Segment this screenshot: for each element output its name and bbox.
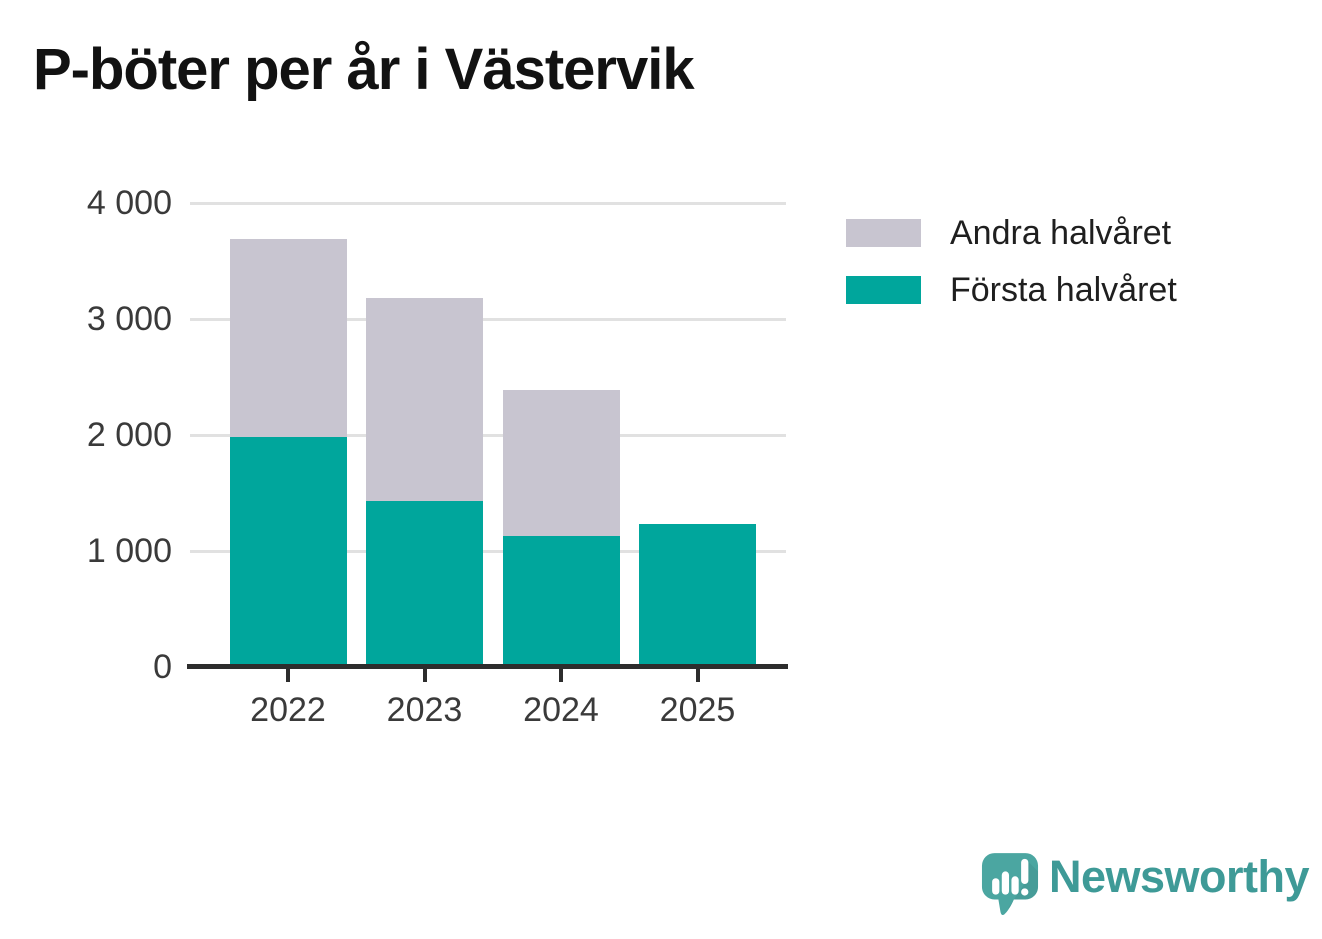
legend-item-andra-halvaret: Andra halvåret bbox=[846, 214, 1177, 252]
bar-2023-andra-halvaret bbox=[366, 298, 483, 502]
x-axis-tick bbox=[695, 669, 700, 682]
bar-2025-forsta-halvaret bbox=[639, 524, 756, 667]
x-axis-label-2023: 2023 bbox=[386, 691, 463, 729]
x-axis-label-2022: 2022 bbox=[250, 691, 326, 729]
newsworthy-logo: Newsworthy bbox=[981, 851, 1310, 916]
logo-bubble-shade bbox=[1008, 858, 1039, 909]
bar-2024-andra-halvaret bbox=[502, 389, 620, 536]
bar-2023-forsta-halvaret bbox=[366, 501, 483, 667]
y-axis-tick-label: 2 000 bbox=[86, 416, 172, 454]
legend: Andra halvåret Första halvåret bbox=[846, 214, 1177, 333]
gridline-1000 bbox=[190, 550, 786, 553]
x-axis-line bbox=[187, 664, 788, 669]
x-axis-tick bbox=[286, 669, 290, 682]
legend-item-forsta-halvaret: Första halvåret bbox=[846, 271, 1177, 309]
legend-label-forsta-halvaret: Första halvåret bbox=[950, 270, 1177, 309]
logo-barchart-icon bbox=[992, 858, 1029, 896]
y-axis-tick-label: 3 000 bbox=[86, 300, 172, 338]
y-axis-tick-label: 0 bbox=[153, 648, 172, 686]
bar-2022-forsta-halvaret bbox=[229, 437, 347, 667]
x-axis-tick bbox=[422, 669, 427, 682]
newsworthy-bubble-icon bbox=[981, 853, 1039, 916]
gridline-3000 bbox=[190, 318, 786, 321]
y-axis-tick-label: 1 000 bbox=[86, 532, 172, 570]
legend-swatch-andra-halvaret bbox=[846, 219, 921, 247]
x-axis-label-2025: 2025 bbox=[659, 691, 736, 729]
y-axis-tick-label: 4 000 bbox=[86, 184, 172, 222]
x-axis-tick bbox=[559, 669, 563, 682]
legend-label-andra-halvaret: Andra halvåret bbox=[950, 213, 1172, 252]
bar-2024-forsta-halvaret bbox=[502, 535, 620, 667]
bar-2022-andra-halvaret bbox=[229, 238, 347, 438]
x-axis-label-2024: 2024 bbox=[523, 691, 599, 729]
logo-wordmark: Newsworthy bbox=[1049, 851, 1310, 902]
legend-swatch-forsta-halvaret bbox=[846, 276, 921, 304]
plot-area: 2022 2023 2024 2025 bbox=[187, 202, 788, 729]
chart-title: P-böter per år i Västervik bbox=[33, 37, 695, 102]
gridline-2000 bbox=[190, 434, 786, 437]
gridline-4000 bbox=[190, 202, 786, 205]
